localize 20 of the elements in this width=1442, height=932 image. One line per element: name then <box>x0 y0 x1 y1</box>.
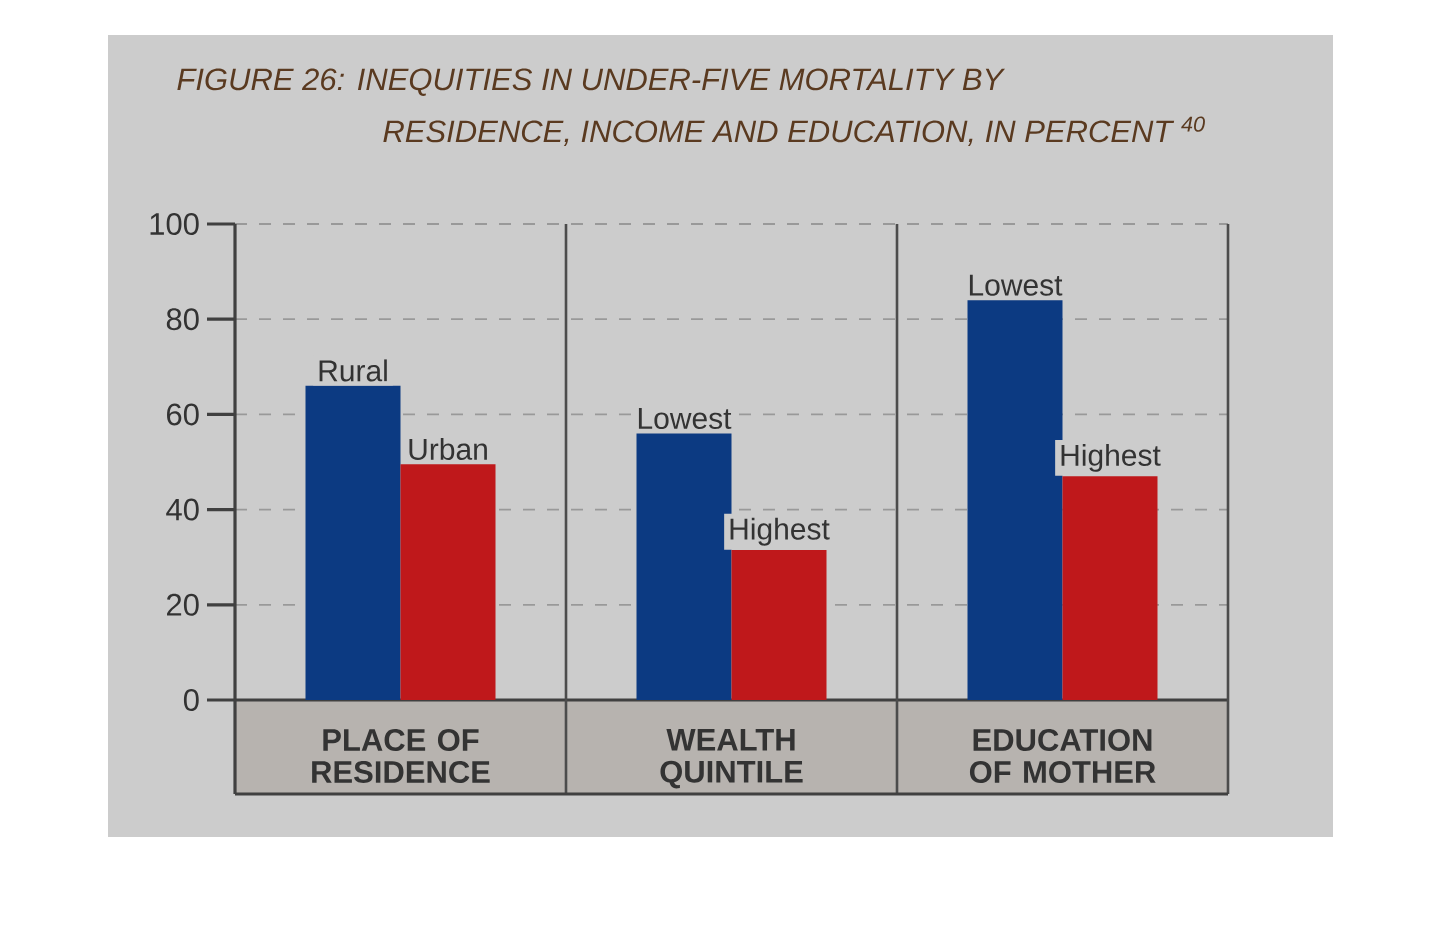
annotation: Rural <box>319 359 387 382</box>
bar <box>636 433 732 700</box>
bar <box>1062 476 1158 700</box>
bar <box>731 550 827 700</box>
y-tick-label: 80 <box>166 308 199 331</box>
x-tick-label: PLACE OF RESIDENCE <box>312 729 490 784</box>
y-tick-label: 20 <box>167 593 199 616</box>
y-tick-label: 60 <box>167 403 199 426</box>
annotation: Urban <box>409 437 487 460</box>
y-tick-label: 40 <box>166 498 199 521</box>
annotation: Lowest <box>969 274 1063 296</box>
x-tick-label: WEALTH QUINTILE <box>660 729 803 789</box>
annotation: Highest <box>1061 443 1161 472</box>
bar <box>305 385 401 700</box>
y-tick-label: 100 <box>150 213 199 235</box>
annotation: Lowest <box>638 408 732 430</box>
chart-title: FIGURE 26: INEQUITIES IN UNDER-FIVE MORTALITY BY RESIDENCE, INCOME AND EDUCATION, IN PERCENT $^{40}$ <box>177 68 1205 146</box>
y-tick-label: 0 <box>183 689 199 711</box>
annotation: Highest <box>730 517 830 546</box>
x-tick-label: EDUCATION OF MOTHER <box>969 729 1156 784</box>
